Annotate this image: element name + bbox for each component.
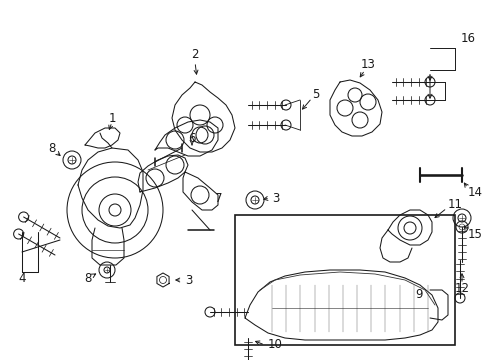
Text: 9: 9 [415,288,422,302]
Text: 12: 12 [455,282,469,294]
Text: 3: 3 [185,274,193,287]
Text: 13: 13 [361,58,375,72]
Text: 8: 8 [49,141,56,154]
Text: 2: 2 [191,49,199,62]
Text: 6: 6 [188,131,196,144]
Text: 7: 7 [215,192,222,204]
Text: 16: 16 [461,31,475,45]
Text: 14: 14 [468,185,483,198]
Text: 11: 11 [448,198,463,211]
Text: 1: 1 [108,112,116,125]
Text: 15: 15 [468,229,483,242]
Text: 10: 10 [268,338,283,351]
Text: 3: 3 [272,192,279,204]
Text: 8: 8 [84,271,92,284]
Text: 5: 5 [312,89,319,102]
Bar [235,215,455,345]
Text: 4: 4 [18,271,26,284]
